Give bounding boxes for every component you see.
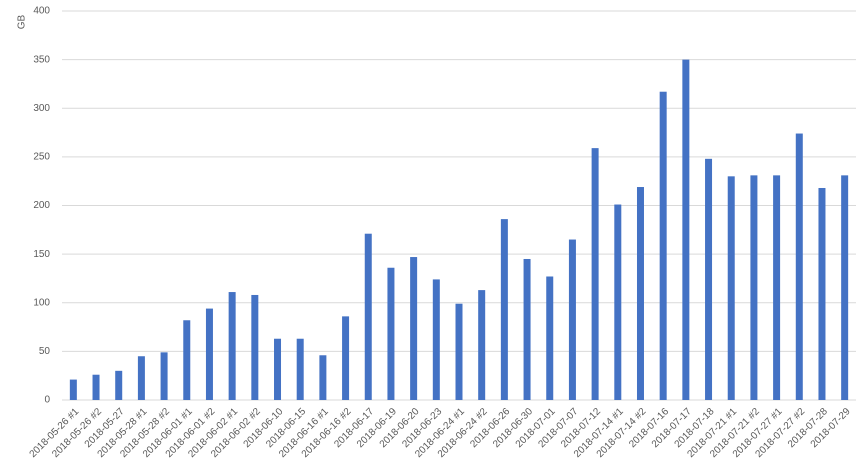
bar	[478, 290, 486, 400]
bar	[228, 292, 236, 400]
bar	[705, 158, 713, 400]
bar	[319, 355, 327, 400]
bar	[92, 374, 100, 400]
bar	[115, 370, 123, 400]
bar	[387, 267, 395, 400]
bar	[342, 316, 350, 400]
bar	[614, 204, 622, 400]
bar	[296, 338, 304, 400]
bar	[455, 303, 463, 400]
bar	[682, 59, 690, 400]
bar	[659, 91, 667, 400]
y-tick-label: 400	[33, 6, 50, 17]
bar	[818, 187, 826, 400]
y-tick-label: 200	[33, 200, 50, 211]
bar	[183, 320, 191, 400]
y-tick-label: 50	[39, 346, 51, 357]
y-tick-label: 350	[33, 54, 50, 65]
bar	[795, 133, 803, 400]
bar	[205, 308, 213, 400]
bar	[591, 148, 599, 400]
bar	[137, 356, 145, 400]
bar	[160, 352, 168, 400]
bar	[364, 233, 372, 400]
bar	[274, 338, 282, 400]
y-tick-label: 300	[33, 103, 50, 114]
bar	[750, 175, 758, 400]
bar	[773, 175, 781, 400]
bar	[568, 239, 576, 400]
y-tick-label: 100	[33, 297, 50, 308]
bar	[546, 276, 554, 400]
y-tick-label: 150	[33, 249, 50, 260]
bar	[69, 379, 77, 400]
y-tick-label: 0	[44, 395, 50, 406]
y-axis-label: GB	[17, 14, 28, 29]
bar	[636, 187, 644, 400]
bar	[500, 219, 508, 400]
bar	[432, 279, 440, 400]
bar	[841, 175, 849, 400]
y-tick-label: 250	[33, 152, 50, 163]
bar	[251, 294, 259, 400]
bar	[523, 258, 531, 400]
bar	[727, 176, 735, 400]
bar	[410, 257, 418, 400]
